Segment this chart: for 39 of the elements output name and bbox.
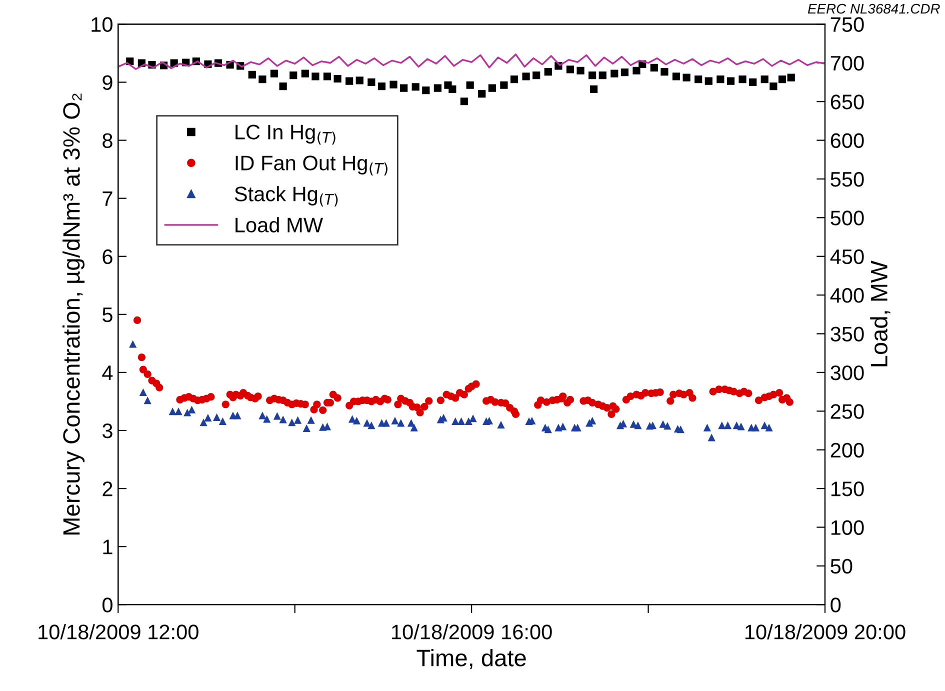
y2-tick-label: 450 bbox=[830, 249, 864, 264]
y2-tick-label: 200 bbox=[830, 442, 864, 458]
y-tick-label: 8 bbox=[102, 133, 112, 148]
x-tick-label: 10/18/2009 16:00 bbox=[392, 624, 552, 640]
y2-tick-label: 100 bbox=[831, 520, 864, 535]
y2-axis-title: Load, MW bbox=[870, 260, 890, 366]
y2-tick-label: 600 bbox=[830, 133, 864, 148]
y2-tick-label: 350 bbox=[830, 326, 864, 342]
y2-tick-label: 400 bbox=[830, 288, 864, 303]
legend-label: ID Fan Out Hg$_{(T)}$ bbox=[236, 156, 388, 176]
y-tick-label: 0 bbox=[102, 598, 112, 612]
legend-label: LC In Hg$_{(T)}$ bbox=[236, 124, 336, 145]
y-tick-label: 3 bbox=[102, 423, 112, 438]
y2-tick-label: 650 bbox=[830, 94, 864, 110]
y-tick-label: 9 bbox=[102, 75, 112, 90]
y2-tick-label: 550 bbox=[830, 172, 864, 187]
y2-tick-label: 250 bbox=[830, 404, 864, 419]
x-tick-label: 10/18/2009 20:00 bbox=[745, 624, 906, 640]
line-series bbox=[118, 54, 825, 70]
y-tick-label: 1 bbox=[103, 540, 112, 554]
y-axis-title: Mercury Concentration, µg/dNm³ at 3% O₂ bbox=[62, 94, 85, 534]
y2-tick-label: 750 bbox=[830, 17, 864, 32]
y-tick-label: 2 bbox=[102, 482, 112, 496]
y2-tick-label: 500 bbox=[830, 210, 864, 226]
text: EERC NL36841.CDR bbox=[808, 4, 940, 14]
y-tick-label: 6 bbox=[102, 249, 112, 264]
y-tick-label: 10 bbox=[92, 17, 112, 32]
legend-label: Stack Hg$_{(T)}$ bbox=[234, 186, 338, 206]
y2-tick-label: 300 bbox=[830, 365, 864, 380]
y-tick-label: 5 bbox=[102, 308, 112, 322]
y2-tick-label: 50 bbox=[830, 558, 852, 574]
y-tick-label: 7 bbox=[102, 192, 112, 206]
y2-tick-label: 150 bbox=[831, 482, 864, 496]
legend-label: Load MW bbox=[236, 217, 323, 232]
y2-tick-label: 700 bbox=[830, 56, 864, 71]
y2-tick-label: 0 bbox=[830, 598, 841, 612]
y-tick-label: 4 bbox=[102, 366, 113, 380]
x-tick-label: 10/18/2009 12:00 bbox=[38, 624, 198, 640]
x-axis-title: Time, date bbox=[416, 649, 526, 670]
